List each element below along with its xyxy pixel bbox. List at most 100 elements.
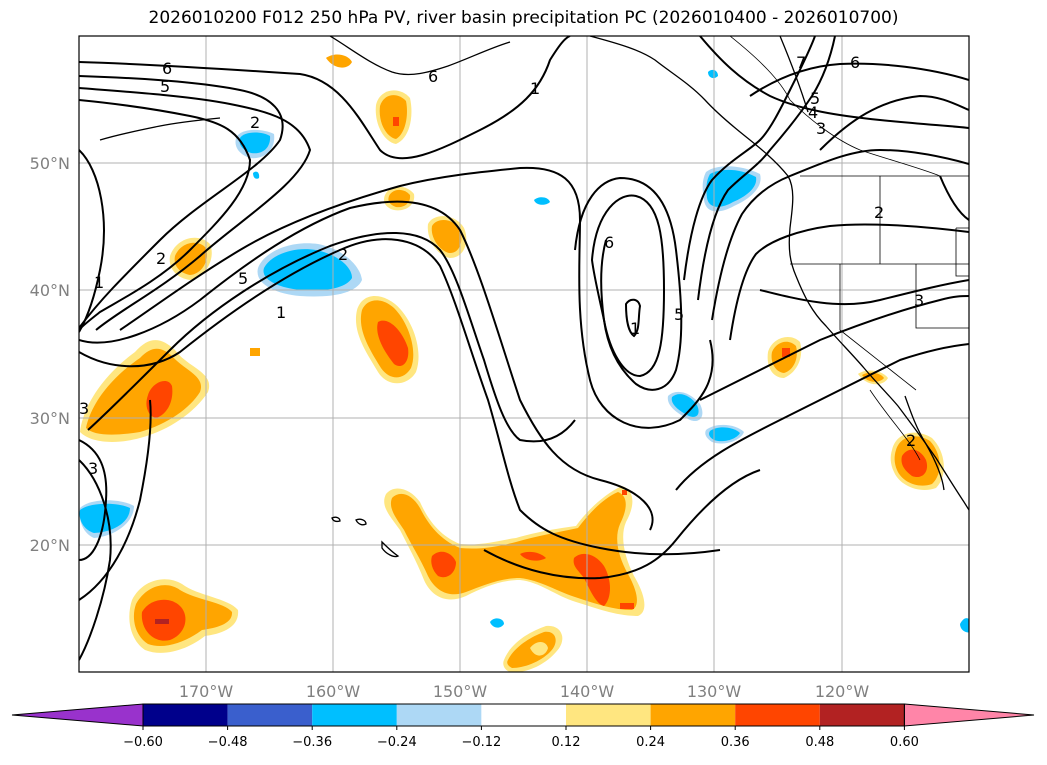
contour-label: 6 — [428, 67, 438, 86]
pv-contour — [729, 223, 969, 341]
colorbar-tick-label: −0.24 — [377, 735, 417, 750]
colorbar-segment — [227, 704, 313, 726]
precip-anomaly-negative — [708, 69, 718, 79]
pv-contour — [87, 232, 576, 443]
contour-label: 1 — [630, 319, 640, 338]
colorbar-segment — [650, 704, 736, 726]
lon-label: 170°W — [179, 682, 234, 701]
pv-contour — [590, 194, 666, 378]
pv-contour — [675, 343, 969, 491]
pv-contour — [79, 36, 571, 160]
pv-contour — [79, 399, 152, 601]
contour-label: 5 — [160, 77, 170, 96]
precip-anomaly-negative — [706, 169, 757, 207]
contour-label: 3 — [79, 399, 89, 418]
lon-label: 120°W — [815, 682, 870, 701]
colorbar-tick-label: 0.12 — [552, 735, 581, 750]
pv-contour — [939, 175, 969, 221]
precip-anomaly-negative — [534, 197, 550, 205]
contour-label: 4 — [808, 103, 818, 122]
colorbar-tick-label: −0.60 — [123, 735, 163, 750]
map-title: 2026010200 F012 250 hPa PV, river basin … — [148, 8, 899, 28]
precip-anomaly-negative — [490, 618, 504, 628]
colorbar-segment — [481, 704, 566, 726]
contour-label: 5 — [810, 89, 820, 108]
colorbar-segment — [735, 704, 820, 726]
precip-anomaly-positive — [782, 348, 790, 357]
pv-contour — [79, 439, 108, 561]
precip-shading — [79, 54, 969, 672]
pv-contour — [79, 99, 252, 331]
contour-label: 2 — [906, 431, 916, 450]
lat-label: 30°N — [30, 409, 70, 428]
contour-label: 6 — [604, 233, 614, 252]
precip-anomaly-positive — [390, 492, 637, 610]
pv-contour — [574, 176, 683, 391]
lat-label: 50°N — [30, 154, 70, 173]
precip-anomaly-positive — [174, 242, 208, 275]
colorbar-tick-label: 0.60 — [890, 735, 919, 750]
pv-contour — [624, 298, 642, 338]
colorbar-tick-label: −0.36 — [292, 735, 332, 750]
precip-anomaly-negative — [263, 249, 352, 291]
colorbar-segment — [396, 704, 482, 726]
pv-contour — [697, 36, 836, 301]
colorbar-tick-label: −0.48 — [208, 735, 248, 750]
contour-label: 6 — [850, 53, 860, 72]
colorbar-tick-label: −0.12 — [461, 735, 501, 750]
precip-anomaly-positive — [155, 619, 169, 624]
map-panel: 6 5 6 1 7 6 5 4 3 2 5 2 1 1 2 6 5 1 2 3 … — [79, 36, 969, 672]
colorbar-segment — [143, 704, 228, 726]
pv-contour — [759, 279, 969, 306]
gridlines — [79, 36, 969, 672]
contour-label: 2 — [250, 113, 260, 132]
contour-label: 2 — [156, 249, 166, 268]
colorbar-tick-label: 0.48 — [805, 735, 834, 750]
precip-anomaly-positive — [520, 551, 546, 561]
longitude-labels: 170°W 160°W 150°W 140°W 130°W 120°W — [179, 682, 870, 701]
precip-anomaly-positive — [431, 551, 456, 578]
precip-anomaly-negative — [709, 427, 740, 442]
colorbar-segment — [312, 704, 397, 726]
precip-anomaly-positive — [326, 54, 352, 68]
contour-label: 2 — [338, 245, 348, 264]
colorbar-segment — [566, 704, 651, 726]
pv-contour — [79, 149, 105, 333]
political-borders — [729, 36, 969, 461]
contour-label: 7 — [796, 53, 806, 72]
pv-contour — [819, 94, 969, 151]
contour-label: 1 — [94, 273, 104, 292]
colorbar-segment — [819, 704, 905, 726]
precip-anomaly-negative — [960, 618, 969, 633]
lon-label: 130°W — [687, 682, 742, 701]
pv-contour — [699, 36, 969, 129]
precip-anomaly-positive — [573, 553, 610, 606]
pv-contours — [79, 36, 969, 661]
contour-label: 3 — [816, 119, 826, 138]
colorbar-tick-label: 0.36 — [721, 735, 750, 750]
precip-anomaly-positive — [377, 320, 409, 367]
pv-contour — [79, 238, 721, 556]
pv-contour — [749, 62, 969, 97]
colorbar-tick-label: 0.24 — [636, 735, 665, 750]
lon-label: 160°W — [306, 682, 361, 701]
pv-contour — [483, 469, 761, 580]
pv-contour — [711, 148, 969, 321]
precip-anomaly-positive — [86, 348, 202, 435]
pv-contour — [119, 166, 714, 429]
colorbar-extend-low — [11, 703, 144, 727]
lat-label: 40°N — [30, 281, 70, 300]
pv-contour — [79, 75, 284, 329]
contour-label: 2 — [874, 203, 884, 222]
contour-label: 6 — [162, 59, 172, 78]
contour-label: 5 — [238, 269, 248, 288]
pv-contour — [79, 200, 654, 531]
precip-anomaly-positive — [620, 603, 634, 609]
contour-label: 3 — [914, 291, 924, 310]
precip-anomaly-positive — [146, 380, 173, 418]
lon-label: 140°W — [560, 682, 615, 701]
contour-label: 5 — [674, 305, 684, 324]
precip-anomaly-positive — [431, 220, 462, 254]
precip-anomaly-positive — [622, 490, 627, 495]
